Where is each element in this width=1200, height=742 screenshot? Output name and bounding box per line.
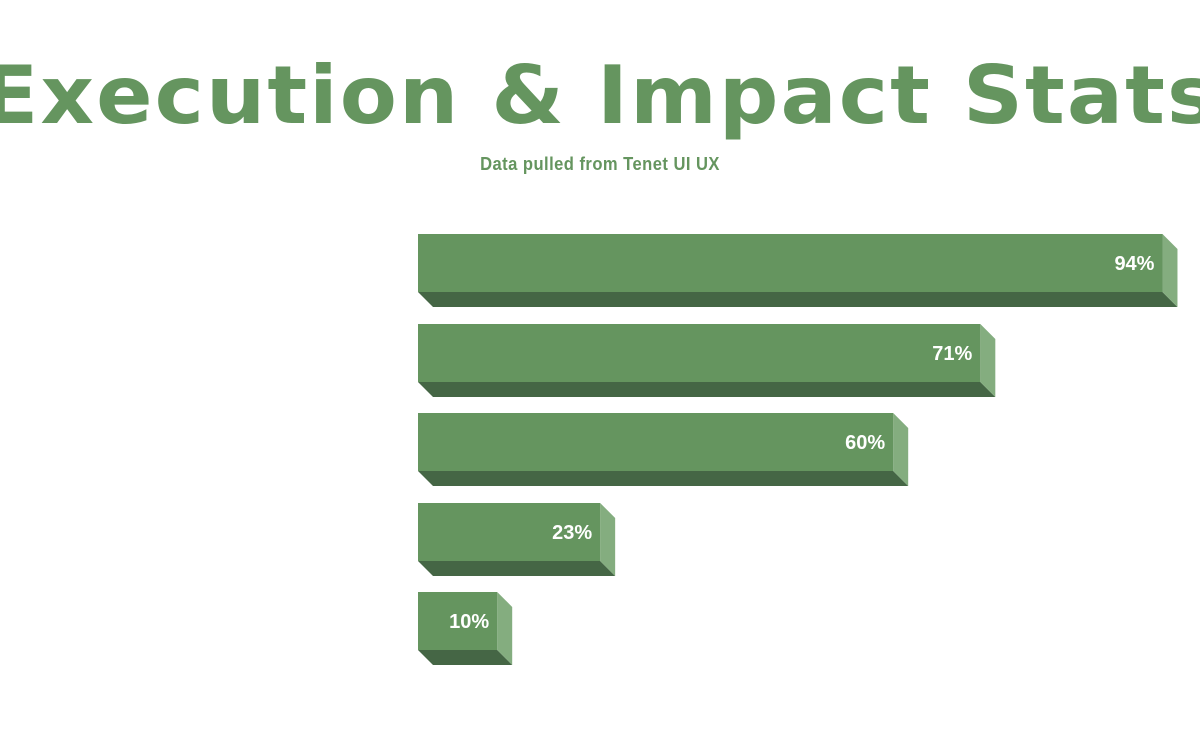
bar-side-face [497,592,513,665]
bar [418,413,894,471]
bar-value-label: 60% [845,432,885,454]
bar-side-face [980,324,996,397]
bar-group: 94% [418,234,1178,307]
chart-subtitle: Data pulled from Tenet UI UX [480,154,720,174]
bar-value-label: 71% [932,343,972,365]
bar-bottom-face [418,650,513,665]
bar-side-face [1162,234,1178,307]
bar-group: 23% [418,503,616,576]
bar-bottom-face [418,561,616,576]
bar-side-face [893,413,909,486]
bar-group: 10% [418,592,513,665]
bar-bottom-face [418,292,1178,307]
bar-value-label: 94% [1114,253,1154,275]
bar-side-face [600,503,616,576]
bar [418,503,601,561]
bar-value-label: 10% [449,611,489,633]
bar-bottom-face [418,471,909,486]
bar-group: 60% [418,413,909,486]
bar-bottom-face [418,382,996,397]
bar [418,592,498,650]
bar-group: 71% [418,324,996,397]
chart-title: Execution & Impact Stats [0,49,1200,142]
bar-value-label: 23% [552,522,592,544]
bar [418,324,981,382]
bar [418,234,1163,292]
